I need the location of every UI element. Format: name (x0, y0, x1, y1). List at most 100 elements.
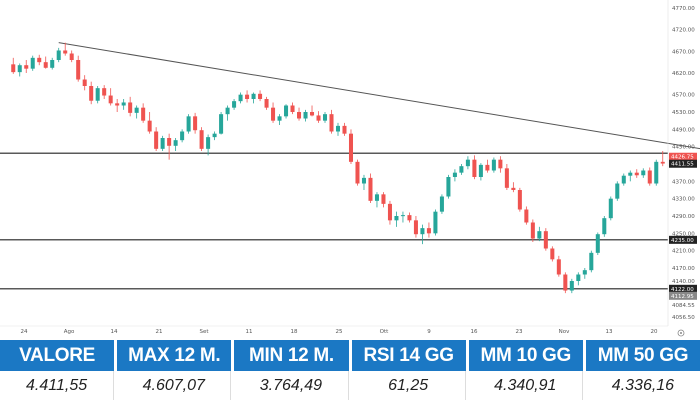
candle-body (498, 159, 503, 169)
candle-body (400, 215, 405, 217)
price-tag-label: 4411.55 (671, 162, 694, 168)
candle (37, 54, 42, 66)
candle (433, 209, 438, 236)
candle (569, 278, 574, 294)
y-tick-label: 4210.00 (672, 249, 695, 255)
y-tick-label: 4140.00 (672, 279, 695, 285)
candle (76, 55, 81, 82)
candle (245, 90, 250, 103)
stat-value: 61,25 (351, 371, 466, 400)
candle-body (491, 159, 496, 171)
candle (374, 192, 379, 208)
candle-body (284, 105, 289, 117)
x-tick-label: Ott (380, 329, 389, 335)
candle (589, 250, 594, 273)
candle (530, 219, 535, 242)
candle-body (310, 112, 315, 116)
price-tag-bg (669, 284, 697, 293)
candle (30, 55, 35, 71)
candle-body (563, 274, 568, 291)
candle-body (43, 62, 48, 68)
candle (537, 226, 542, 242)
candle-body (37, 57, 42, 63)
price-tag: 4235.00 (669, 235, 697, 244)
stat-valore: VALORE 4.411,55 (0, 340, 118, 400)
candle (563, 272, 568, 294)
candle-body (128, 102, 133, 113)
stat-value: 3.764,49 (234, 371, 349, 400)
candle-body (186, 116, 191, 132)
candle (24, 60, 29, 73)
y-tick-label: 4450.00 (672, 145, 695, 151)
candle (647, 167, 652, 186)
candle-body (290, 105, 295, 112)
candle (11, 57, 16, 74)
candle-body (329, 114, 334, 132)
candle (478, 163, 483, 181)
price-tag: 4122.00 (669, 284, 697, 293)
candle-body (465, 159, 470, 167)
y-tick-label: 4170.00 (672, 266, 695, 272)
candle-body (374, 194, 379, 201)
y-tick-label: 4330.00 (672, 197, 695, 203)
candle (641, 168, 646, 178)
candle (173, 138, 178, 151)
candle-body (271, 107, 276, 121)
stat-min-12m: MIN 12 M. 3.764,49 (234, 340, 352, 400)
x-tick-label: 20 (651, 329, 658, 335)
candle (322, 112, 328, 123)
candle (329, 109, 334, 134)
candle-body (368, 177, 373, 201)
settings-icon[interactable] (677, 329, 685, 337)
y-tick-label: 4670.00 (672, 49, 695, 55)
candle (284, 104, 289, 119)
candle (102, 85, 107, 99)
candle (212, 131, 217, 141)
stat-label: RSI 14 GG (351, 340, 466, 371)
x-tick-label: 9 (427, 329, 431, 335)
candle-body (381, 194, 386, 204)
candle (348, 129, 354, 164)
candle-body (199, 130, 204, 149)
candle (232, 99, 237, 110)
x-tick-label: 14 (111, 329, 118, 335)
candle-body (303, 112, 308, 119)
candle-body (160, 138, 165, 149)
candle (167, 133, 172, 160)
candle (63, 42, 68, 56)
candle-body (134, 107, 139, 113)
candle (381, 192, 386, 208)
candle (504, 164, 509, 190)
y-tick-label: 4620.00 (672, 71, 695, 77)
candle-body (82, 79, 87, 86)
candle-body (504, 168, 509, 188)
candle (17, 63, 22, 77)
candle (465, 156, 470, 170)
candle (498, 156, 503, 173)
stat-max-12m: MAX 12 M. 4.607,07 (117, 340, 235, 400)
candle (251, 92, 256, 104)
candle (82, 75, 87, 91)
candle-body (641, 170, 646, 176)
candle-body (452, 172, 457, 177)
y-tick-label: 4056.50 (672, 315, 695, 321)
x-tick-label: 21 (156, 329, 163, 335)
candle-body (420, 228, 425, 235)
candle (602, 216, 607, 237)
candle (387, 200, 392, 225)
candle (472, 155, 477, 180)
x-tick-label: Ago (64, 329, 75, 335)
price-tag: 4411.55 (669, 159, 697, 168)
candle (69, 50, 74, 63)
candle-body (582, 270, 587, 275)
candle-body (206, 137, 211, 149)
candle-body (556, 259, 561, 275)
stat-value: 4.336,16 (585, 371, 700, 400)
candle-body (608, 198, 613, 219)
y-tick-label: 4570.00 (672, 93, 695, 99)
y-tick-label: 4720.00 (672, 28, 695, 34)
candle-body (167, 138, 172, 146)
candle (368, 173, 373, 203)
candle (608, 196, 613, 221)
candle-body (628, 172, 633, 176)
